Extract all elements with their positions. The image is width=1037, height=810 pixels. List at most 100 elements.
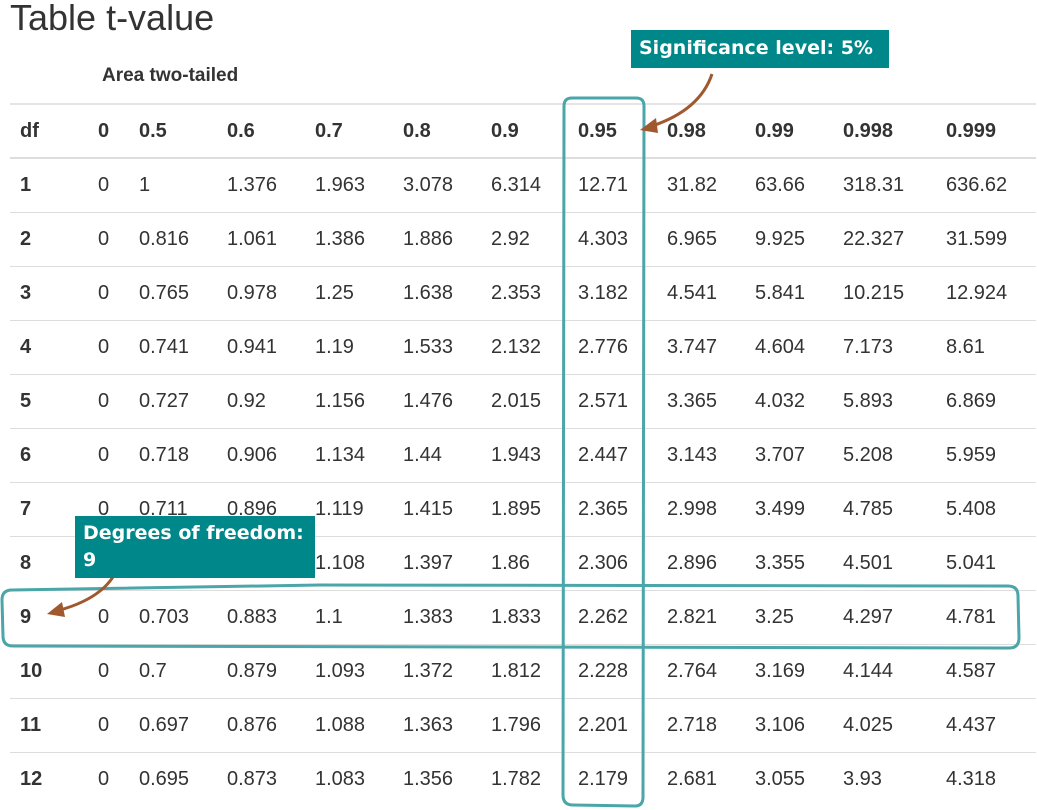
table-cell: 1.383 [393, 589, 481, 644]
table-row: 3 0 0.765 0.978 1.25 1.638 2.353 3.182 4.541 5.84… [10, 265, 1036, 320]
table-cell: 2.447 [568, 427, 657, 482]
table-body: 1 0 1 1.376 1.963 3.078 6.314 12.71 31.82 63.66 31… [10, 157, 1036, 806]
table-cell: 3.169 [745, 643, 833, 698]
degrees-of-freedom-callout: Degrees of freedom: 9 [75, 516, 315, 578]
table-cell: 4.025 [833, 697, 936, 752]
table-cell: 1.093 [305, 643, 393, 698]
table-cell: 3.747 [657, 319, 745, 374]
table-cell: 0.727 [129, 373, 217, 428]
column-header: 0.95 [568, 103, 657, 159]
table-cell: 1.372 [393, 643, 481, 698]
table-cell: 10.215 [833, 265, 936, 320]
table-cell: 1.44 [393, 427, 481, 482]
table-cell: 0.873 [217, 751, 305, 806]
df-cell: 6 [10, 427, 88, 482]
table-cell: 22.327 [833, 211, 936, 266]
table-row: 7 0 0.711 0.896 1.119 1.415 1.895 2.365 2.998 3.4… [10, 481, 1036, 536]
table-cell: 0 [88, 157, 129, 212]
table-cell: 4.541 [657, 265, 745, 320]
table-cell: 2.92 [481, 211, 568, 266]
table-cell: 0.978 [217, 265, 305, 320]
table-row: 10 0 0.7 0.879 1.093 1.372 1.812 2.228 2.764 3.16… [10, 643, 1036, 698]
table-cell: 3.106 [745, 697, 833, 752]
table-cell: 4.144 [833, 643, 936, 698]
df-cell: 5 [10, 373, 88, 428]
table-cell: 1.119 [305, 481, 393, 536]
table-cell: 4.587 [936, 643, 1036, 698]
column-header: 0.99 [745, 103, 833, 159]
table-cell: 0.876 [217, 697, 305, 752]
table-cell: 5.893 [833, 373, 936, 428]
column-header: df [10, 103, 88, 159]
table-cell: 12.71 [568, 157, 657, 212]
table-cell: 1.533 [393, 319, 481, 374]
table-cell: 1.833 [481, 589, 568, 644]
table-cell: 0.703 [129, 589, 217, 644]
table-cell: 0.765 [129, 265, 217, 320]
table-cell: 1.088 [305, 697, 393, 752]
table-cell: 63.66 [745, 157, 833, 212]
table-cell: 1.963 [305, 157, 393, 212]
table-cell: 1.476 [393, 373, 481, 428]
df-cell: 3 [10, 265, 88, 320]
table-cell: 2.718 [657, 697, 745, 752]
table-cell: 1.083 [305, 751, 393, 806]
table-cell: 636.62 [936, 157, 1036, 212]
table-cell: 4.604 [745, 319, 833, 374]
table-subtitle: Area two-tailed [102, 65, 239, 86]
table-header-row: df 0 0.5 0.6 0.7 0.8 0.9 0.95 0.98 0.99 … [10, 103, 1036, 159]
table-cell: 0 [88, 427, 129, 482]
table-cell: 5.841 [745, 265, 833, 320]
table-cell: 0.718 [129, 427, 217, 482]
table-cell: 1.386 [305, 211, 393, 266]
significance-callout-text: Significance level: 5% [639, 37, 873, 59]
df-cell: 4 [10, 319, 88, 374]
df-cell: 9 [10, 589, 88, 644]
table-cell: 0.92 [217, 373, 305, 428]
table-cell: 0 [88, 211, 129, 266]
table-cell: 3.182 [568, 265, 657, 320]
table-cell: 3.055 [745, 751, 833, 806]
table-cell: 4.032 [745, 373, 833, 428]
table-cell: 1.397 [393, 535, 481, 590]
table-cell: 0.906 [217, 427, 305, 482]
table-cell: 0.697 [129, 697, 217, 752]
table-cell: 318.31 [833, 157, 936, 212]
table-cell: 1.796 [481, 697, 568, 752]
table-cell: 6.869 [936, 373, 1036, 428]
table-cell: 3.499 [745, 481, 833, 536]
table-cell: 2.764 [657, 643, 745, 698]
table-cell: 2.681 [657, 751, 745, 806]
table-cell: 3.25 [745, 589, 833, 644]
table-cell: 4.781 [936, 589, 1036, 644]
table-cell: 3.078 [393, 157, 481, 212]
table-cell: 2.306 [568, 535, 657, 590]
table-cell: 1.25 [305, 265, 393, 320]
table-cell: 4.785 [833, 481, 936, 536]
table-cell: 3.707 [745, 427, 833, 482]
table-cell: 0.879 [217, 643, 305, 698]
table-cell: 2.821 [657, 589, 745, 644]
table-row: 12 0 0.695 0.873 1.083 1.356 1.782 2.179 2.681 3.… [10, 751, 1036, 806]
column-header: 0.5 [129, 103, 217, 159]
table-cell: 2.015 [481, 373, 568, 428]
table-cell: 31.599 [936, 211, 1036, 266]
table-cell: 0.883 [217, 589, 305, 644]
table-cell: 0 [88, 697, 129, 752]
table-cell: 0 [88, 319, 129, 374]
table-cell: 2.262 [568, 589, 657, 644]
df-cell: 12 [10, 751, 88, 806]
table-cell: 1.19 [305, 319, 393, 374]
table-cell: 4.297 [833, 589, 936, 644]
table-cell: 1.638 [393, 265, 481, 320]
table-cell: 4.437 [936, 697, 1036, 752]
page-title: Table t-value [10, 0, 215, 38]
table-row: 2 0 0.816 1.061 1.386 1.886 2.92 4.303 6.965 9.92… [10, 211, 1036, 266]
table-cell: 1.108 [305, 535, 393, 590]
df-cell: 11 [10, 697, 88, 752]
table-cell: 9.925 [745, 211, 833, 266]
table-cell: 0.695 [129, 751, 217, 806]
table-cell: 1.812 [481, 643, 568, 698]
table-cell: 1.782 [481, 751, 568, 806]
table-cell: 1.134 [305, 427, 393, 482]
